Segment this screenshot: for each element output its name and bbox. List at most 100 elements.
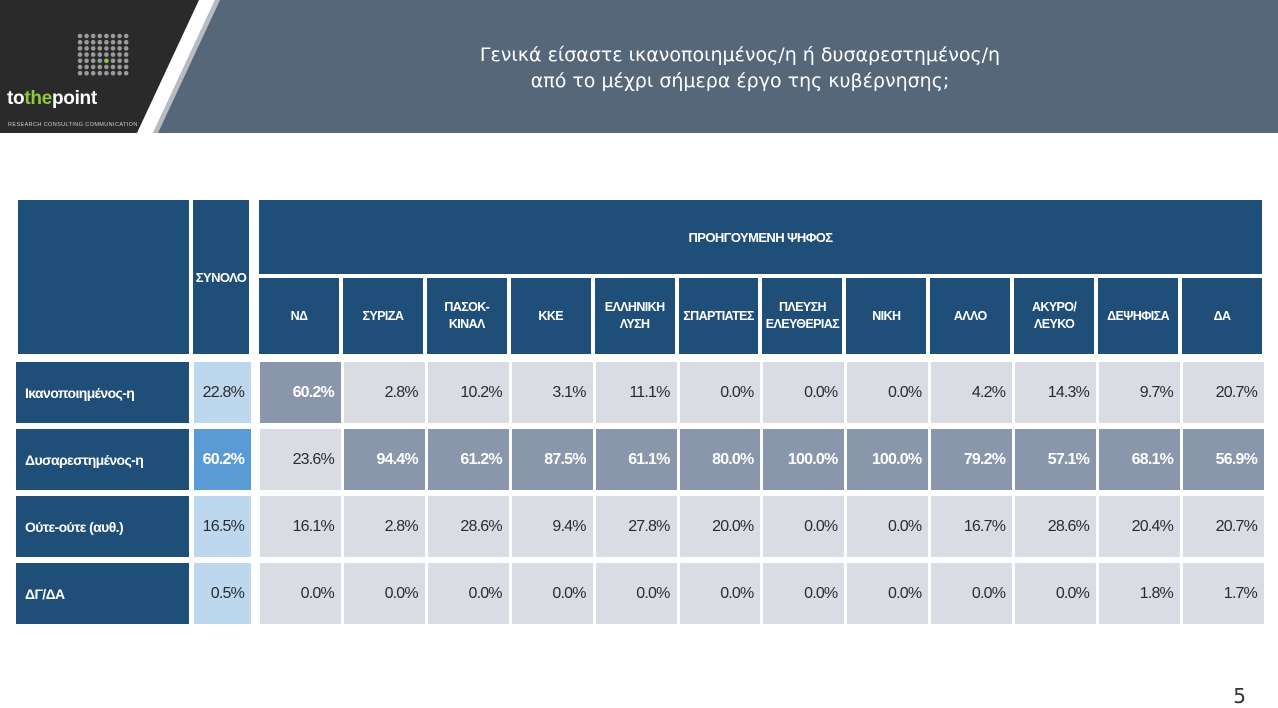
slide-title: Γενικά είσαστε ικανοποιημένος/η ή δυσαρε… (300, 42, 1180, 94)
logo-dot (90, 46, 96, 51)
logo-dot (104, 52, 109, 57)
logo-dot (97, 52, 103, 57)
header-row-group: ΣΥΝΟΛΟ ΠΡΟΗΓΟΥΜΕΝΗ ΨΗΦΟΣ (16, 198, 1264, 356)
data-cell: 0.0% (760, 496, 845, 557)
logo-dot (123, 52, 129, 57)
logo-dot-grid-icon (77, 33, 129, 76)
logo-dot (117, 64, 122, 70)
data-cell: 10.2% (424, 362, 509, 423)
total-cell: 16.5% (191, 496, 252, 557)
data-cell: 87.5% (508, 429, 593, 490)
data-cell: 3.1% (508, 362, 593, 423)
column-header-line1: ΕΛΛΗΝΙΚΗ (604, 300, 665, 314)
logo-dot (110, 64, 116, 70)
column-header-line1: ΔΕΨΗΦΙΣΑ (1107, 308, 1170, 323)
data-cell: 0.0% (424, 563, 509, 624)
data-cell: 9.7% (1096, 362, 1180, 423)
column-header-line1: ΝΙΚΗ (872, 308, 901, 323)
row-label: Ικανοποιημένος-η (16, 362, 192, 423)
column-header-line1: ΠΛΕΥΣΗ (778, 300, 827, 314)
logo-dot (110, 58, 116, 64)
row-label: Δυσαρεστημένος-η (16, 429, 192, 490)
logo-dot (104, 70, 109, 76)
data-cell: 57.1% (1012, 429, 1097, 490)
data-cell: 16.7% (928, 496, 1013, 557)
logo-dot (90, 33, 96, 39)
data-cell: 0.0% (760, 362, 845, 423)
data-cell: 4.2% (928, 362, 1013, 423)
data-cell: 100.0% (844, 429, 929, 490)
logo-dot (123, 58, 129, 64)
logo-dot (123, 39, 129, 45)
data-cell: 11.1% (592, 362, 677, 423)
column-header: ΚΚΕ (508, 276, 593, 356)
row-gap (251, 362, 258, 423)
row-spacer (16, 423, 1264, 429)
data-cell: 0.0% (508, 563, 593, 624)
logo-dot (97, 46, 103, 51)
logo-dot (84, 39, 89, 45)
data-cell: 61.1% (592, 429, 677, 490)
logo-dot (97, 33, 103, 39)
logo-dot (123, 70, 129, 76)
column-header-line2: ΕΛΕΥΘΕΡΙΑΣ (765, 317, 840, 331)
column-header-line1: ΣΠΑΡΤΙΑΤΕΣ (683, 308, 754, 323)
data-cell: 56.9% (1180, 429, 1264, 490)
table-row: Ούτε-ούτε (αυθ.) 16.5% 16.1% 2.8% 28.6% 9.4% 2… (16, 496, 1264, 557)
logo-dot (117, 33, 122, 39)
logo: tothepoint (7, 88, 97, 110)
logo-accent-dot (104, 58, 109, 64)
data-cell: 0.0% (844, 563, 929, 624)
data-cell: 79.2% (928, 429, 1013, 490)
logo-dot (97, 58, 103, 64)
data-cell: 60.2% (257, 362, 341, 423)
table-row: Ικανοποιημένος-η 22.8% 60.2% 2.8% 10.2% 3.1% 1… (16, 362, 1264, 423)
title-line-2: από το μέχρι σήμερα έργο της κυβέρνησης; (530, 70, 950, 92)
logo-dot (97, 64, 103, 70)
data-cell: 27.8% (592, 496, 677, 557)
logo-dot (77, 46, 83, 51)
logo-dot (110, 70, 116, 76)
column-header-line1: ΑΛΛΟ (953, 308, 987, 323)
data-cell: 80.0% (676, 429, 761, 490)
column-header-line2: ΛΕΥΚΟ (1034, 317, 1075, 331)
data-cell: 20.7% (1180, 362, 1264, 423)
data-cell: 23.6% (257, 429, 341, 490)
header-band (0, 0, 1278, 133)
row-spacer-cell (16, 490, 1264, 496)
column-header-line1: ΝΔ (290, 308, 308, 323)
column-header: ΝΔ (257, 276, 341, 356)
logo-dot (77, 64, 83, 70)
logo-dot (84, 64, 89, 70)
column-header-line2: ΚΙΝΑΛ (448, 317, 486, 331)
data-cell: 9.4% (508, 496, 593, 557)
row-spacer-cell (16, 557, 1264, 563)
crosstab-table: ΣΥΝΟΛΟ ΠΡΟΗΓΟΥΜΕΝΗ ΨΗΦΟΣ ΝΔ ΣΥΡΙΖΑ ΠΑΣΟΚ- ΚΙΝ… (16, 198, 1264, 624)
logo-dot (110, 46, 116, 51)
logo-dot (90, 70, 96, 76)
total-cell: 60.2% (191, 429, 252, 490)
header-gap (251, 198, 258, 356)
data-cell: 28.6% (424, 496, 509, 557)
table-row: ΔΓ/ΔΑ 0.5% 0.0% 0.0% 0.0% 0.0% 0.0% 0.0% 0.0% 0.0… (16, 563, 1264, 624)
column-header-line1: ΠΑΣΟΚ- (444, 300, 490, 314)
logo-dot (84, 52, 89, 57)
logo-dot (104, 46, 109, 51)
title-line-1: Γενικά είσαστε ικανοποιημένος/η ή δυσαρε… (479, 44, 1001, 66)
column-header: ΕΛΛΗΝΙΚΗ ΛΥΣΗ (592, 276, 677, 356)
data-cell: 0.0% (257, 563, 341, 624)
logo-dot (90, 58, 96, 64)
row-gap (251, 563, 258, 624)
logo-dot (77, 70, 83, 76)
data-cell: 61.2% (424, 429, 509, 490)
column-header: ΠΛΕΥΣΗ ΕΛΕΥΘΕΡΙΑΣ (760, 276, 845, 356)
data-cell: 20.7% (1180, 496, 1264, 557)
data-cell: 94.4% (340, 429, 425, 490)
row-spacer-cell (16, 423, 1264, 429)
logo-dot (104, 39, 109, 45)
logo-dot (77, 58, 83, 64)
data-cell: 16.1% (257, 496, 341, 557)
data-cell: 14.3% (1012, 362, 1097, 423)
column-header-line2: ΛΥΣΗ (619, 317, 650, 331)
logo-dot (77, 33, 83, 39)
